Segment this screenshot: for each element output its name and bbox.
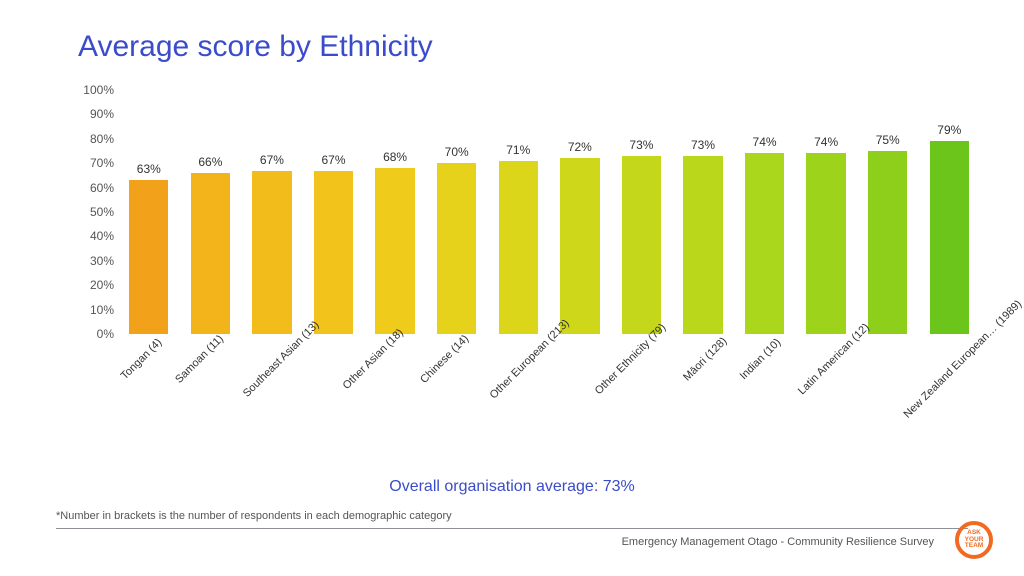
bar-wrap: 72%	[549, 90, 611, 334]
y-tick: 30%	[90, 254, 114, 268]
bar-value-label: 73%	[629, 138, 653, 152]
bars-container: 63% 66% 67% 67% 68% 70% 71% 72% 73% 73% 74% 74% 75% 7…	[118, 90, 980, 334]
logo-line-3: TEAM	[965, 543, 983, 550]
bar	[930, 141, 969, 334]
x-label: Chinese (14)	[418, 333, 471, 386]
bar-value-label: 66%	[198, 155, 222, 169]
bar	[437, 163, 476, 334]
bar-value-label: 67%	[260, 153, 284, 167]
y-tick: 80%	[90, 132, 114, 146]
bar-wrap: 68%	[364, 90, 426, 334]
bar-wrap: 73%	[672, 90, 734, 334]
x-label: Māori (128)	[682, 335, 730, 383]
y-axis: 0%10%20%30%40%50%60%70%80%90%100%	[72, 90, 114, 334]
y-tick: 0%	[97, 327, 114, 341]
bar	[499, 161, 538, 334]
bar	[683, 156, 722, 334]
x-label: Samoan (11)	[173, 333, 226, 386]
y-tick: 10%	[90, 303, 114, 317]
bar	[622, 156, 661, 334]
bar-wrap: 66%	[180, 90, 242, 334]
y-tick: 60%	[90, 181, 114, 195]
bar-wrap: 63%	[118, 90, 180, 334]
chart-plot: 63% 66% 67% 67% 68% 70% 71% 72% 73% 73% 74% 74% 75% 7…	[118, 90, 980, 334]
y-tick: 100%	[83, 83, 114, 97]
bar-wrap: 70%	[426, 90, 488, 334]
source-text: Emergency Management Otago - Community R…	[622, 536, 934, 548]
bar-value-label: 72%	[568, 140, 592, 154]
bar-value-label: 74%	[814, 135, 838, 149]
bar-wrap: 71%	[487, 90, 549, 334]
y-tick: 20%	[90, 278, 114, 292]
bar-wrap: 79%	[919, 90, 981, 334]
bar	[375, 168, 414, 334]
bar-value-label: 67%	[322, 153, 346, 167]
bar	[806, 153, 845, 334]
y-tick: 40%	[90, 229, 114, 243]
y-tick: 50%	[90, 205, 114, 219]
chart-title: Average score by Ethnicity	[78, 30, 433, 64]
bar-wrap: 67%	[303, 90, 365, 334]
bar-wrap: 67%	[241, 90, 303, 334]
bar	[129, 180, 168, 334]
bar	[314, 171, 353, 334]
slide: Average score by Ethnicity 0% 10% 20% 30% 40…	[0, 0, 1024, 576]
footnote: *Number in brackets is the number of res…	[56, 510, 452, 522]
bar-value-label: 71%	[506, 143, 530, 157]
bar-wrap: 74%	[795, 90, 857, 334]
bar-value-label: 73%	[691, 138, 715, 152]
x-label: Tongan (4)	[119, 336, 165, 382]
bar	[191, 173, 230, 334]
y-tick: 90%	[90, 107, 114, 121]
x-label: Other Asian (18)	[340, 327, 405, 392]
logo-text: ASK YOUR TEAM	[954, 520, 994, 560]
bar-wrap: 73%	[611, 90, 673, 334]
bar	[252, 171, 291, 334]
bar	[868, 151, 907, 334]
overall-average: Overall organisation average: 73%	[0, 478, 1024, 496]
bar-value-label: 68%	[383, 150, 407, 164]
bar	[745, 153, 784, 334]
bar-value-label: 75%	[876, 133, 900, 147]
ask-your-team-logo: ASK YOUR TEAM	[954, 520, 994, 560]
bar-value-label: 63%	[137, 162, 161, 176]
divider	[56, 528, 968, 529]
bar-value-label: 74%	[753, 135, 777, 149]
y-tick: 70%	[90, 156, 114, 170]
bar-wrap: 75%	[857, 90, 919, 334]
bar-wrap: 74%	[734, 90, 796, 334]
x-axis-labels: Tongan (4)Samoan (11)Southeast Asian (13…	[118, 348, 980, 360]
bar-value-label: 79%	[937, 123, 961, 137]
x-label: Indian (10)	[737, 336, 783, 382]
bar	[560, 158, 599, 334]
bar-value-label: 70%	[445, 145, 469, 159]
